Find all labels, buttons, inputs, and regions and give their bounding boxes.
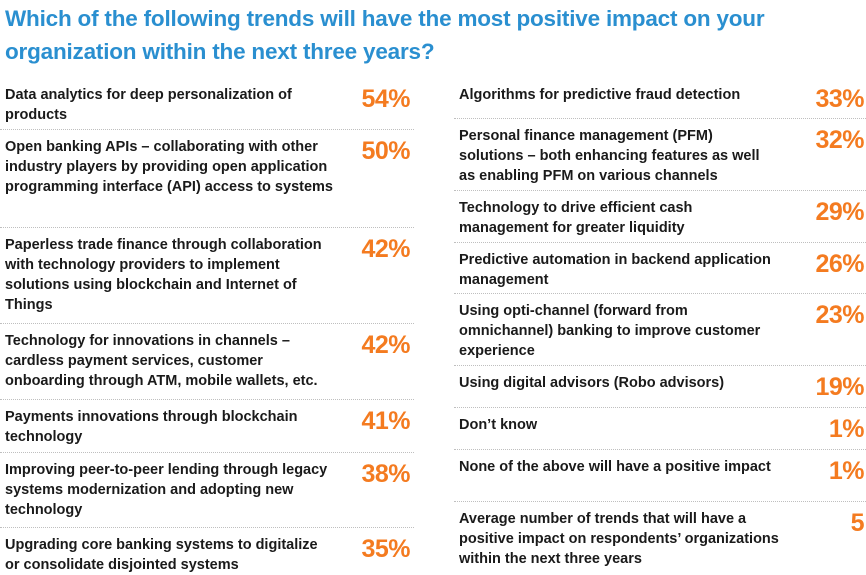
row-value: 54% [361,85,410,113]
row-value: 19% [815,373,864,401]
row-value: 23% [815,301,864,329]
table-row: Technology for innovations in channels –… [0,324,414,400]
row-value: 42% [361,235,410,263]
table-row: Paperless trade finance through collabor… [0,228,414,324]
left-column: Data analytics for deep personalization … [0,78,414,574]
table-row: Data analytics for deep personalization … [0,78,414,130]
row-value: 41% [361,407,410,435]
row-value: 38% [361,460,410,488]
table-row: Improving peer-to-peer lending through l… [0,453,414,528]
row-value: 42% [361,331,410,359]
row-label: Technology to drive efficient cash manag… [459,200,693,236]
row-value: 50% [361,137,410,165]
row-label: Improving peer-to-peer lending through l… [5,462,328,518]
row-value: 33% [815,85,864,113]
table-row: Don’t know 1% [454,408,866,450]
row-label: Using opti-channel (forward from omnicha… [459,303,761,359]
table-row: Personal finance management (PFM) soluti… [454,119,866,191]
table-row: Payments innovations through blockchain … [0,400,414,453]
row-label: Data analytics for deep personalization … [5,87,292,123]
row-label: Upgrading core banking systems to digita… [5,537,318,573]
table-row: Predictive automation in backend applica… [454,243,866,294]
table-row: Using opti-channel (forward from omnicha… [454,294,866,366]
row-value: 35% [361,535,410,563]
row-value: 32% [815,126,864,154]
row-label: None of the above will have a positive i… [459,459,771,475]
row-label: Personal finance management (PFM) soluti… [459,128,760,184]
table-row: None of the above will have a positive i… [454,450,866,502]
row-label: Payments innovations through blockchain … [5,409,298,445]
chart-title: Which of the following trends will have … [5,6,765,64]
row-value: 26% [815,250,864,278]
row-value: 1% [828,415,865,443]
right-column: Algorithms for predictive fraud detectio… [454,78,866,574]
table-row: Technology to drive efficient cash manag… [454,191,866,243]
row-label: Predictive automation in backend applica… [459,252,771,288]
row-label: Paperless trade finance through collabor… [5,237,322,313]
row-label: Average number of trends that will have … [459,511,779,567]
table-row: Average number of trends that will have … [454,502,866,574]
row-value: 1% [828,457,865,485]
row-label: Using digital advisors (Robo advisors) [459,375,725,391]
row-label: Open banking APIs – collaborating with o… [5,139,333,195]
row-label: Don’t know [459,417,538,433]
table-row: Open banking APIs – collaborating with o… [0,130,414,228]
row-value: 5 [850,509,865,537]
table-row: Algorithms for predictive fraud detectio… [454,78,866,119]
row-value: 29% [815,198,864,226]
row-label: Algorithms for predictive fraud detectio… [459,87,741,103]
table-row: Upgrading core banking systems to digita… [0,528,414,574]
row-label: Technology for innovations in channels –… [5,333,318,389]
table-row: Using digital advisors (Robo advisors) 1… [454,366,866,408]
